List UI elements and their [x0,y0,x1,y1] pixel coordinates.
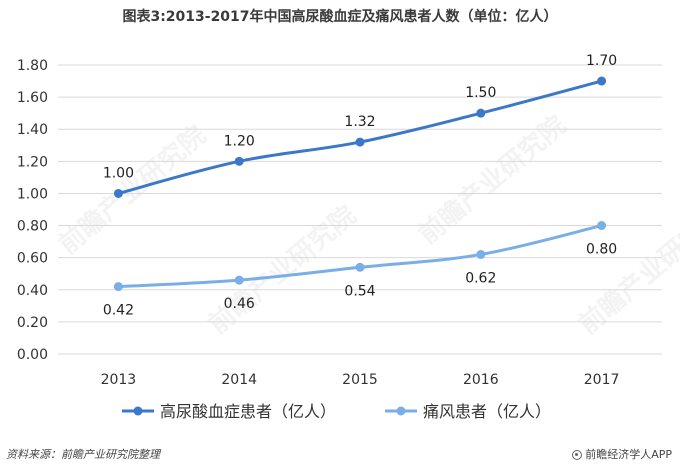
series-2-data-label-2015: 0.54 [344,283,375,299]
legend-label-1: 高尿酸血症患者（亿人） [160,402,336,421]
source-note: 资料来源：前瞻产业研究院整理 [6,448,160,461]
legend-marker-2 [396,406,406,416]
series-1-data-label-2013: 1.00 [103,165,134,181]
series-1-point-2014 [234,156,244,166]
brand-logo-icon [572,450,583,460]
x-tick-label-2016: 2016 [463,372,499,388]
series-2-data-label-2014: 0.46 [224,296,255,312]
series-1-data-label-2015: 1.32 [344,114,375,130]
y-tick-label-7: 1.40 [17,122,48,138]
x-tick-label-2014: 2014 [221,372,257,388]
brand-label: 前瞻经济学人APP [585,448,672,461]
x-tick-label-2017: 2017 [584,372,620,388]
series-2-point-2017 [597,221,607,231]
series-line-2 [118,224,602,289]
series-2-data-label-2017: 0.80 [586,242,617,258]
y-tick-label-0: 0.00 [17,347,48,363]
y-tick-label-4: 0.80 [17,219,48,235]
brand-credit: 前瞻经济学人APP [572,446,672,462]
series-2-data-label-2016: 0.62 [465,270,496,286]
footer: 资料来源：前瞻产业研究院整理 前瞻经济学人APP [0,444,680,464]
y-tick-label-5: 1.00 [17,186,48,202]
x-tick-label-2013: 2013 [101,372,137,388]
y-tick-label-8: 1.60 [17,90,48,106]
series-line-1 [118,79,602,195]
series-1-point-2017 [597,76,607,86]
series-2-point-2014 [234,275,244,285]
y-tick-label-6: 1.20 [17,154,48,170]
y-tick-label-3: 0.60 [17,251,48,267]
series-1-point-2015 [355,137,365,147]
series-1-data-label-2016: 1.50 [465,85,496,101]
series-1-data-label-2014: 1.20 [224,133,255,149]
series-2-point-2013 [113,282,123,292]
chart-title: 图表3:2013-2017年中国高尿酸血症及痛风患者人数（单位：亿人） [122,9,558,25]
series-2-data-label-2013: 0.42 [103,303,134,319]
series-1-point-2013 [113,188,123,198]
line-chart: 0.00 0.20 0.40 0.60 0.80 1.00 1.20 1.40 1.60 1.80… [17,53,662,421]
y-tick-label-1: 0.20 [17,315,48,331]
series-2-point-2015 [355,262,365,272]
x-tick-label-2015: 2015 [342,372,378,388]
legend-label-2: 痛风患者（亿人） [423,402,551,421]
series-1-point-2016 [476,108,486,118]
series-1-data-label-2017: 1.70 [586,53,617,69]
series-2-point-2016 [476,249,486,259]
y-tick-label-9: 1.80 [17,58,48,74]
legend-marker-1 [133,406,143,416]
y-tick-label-2: 0.40 [17,283,48,299]
